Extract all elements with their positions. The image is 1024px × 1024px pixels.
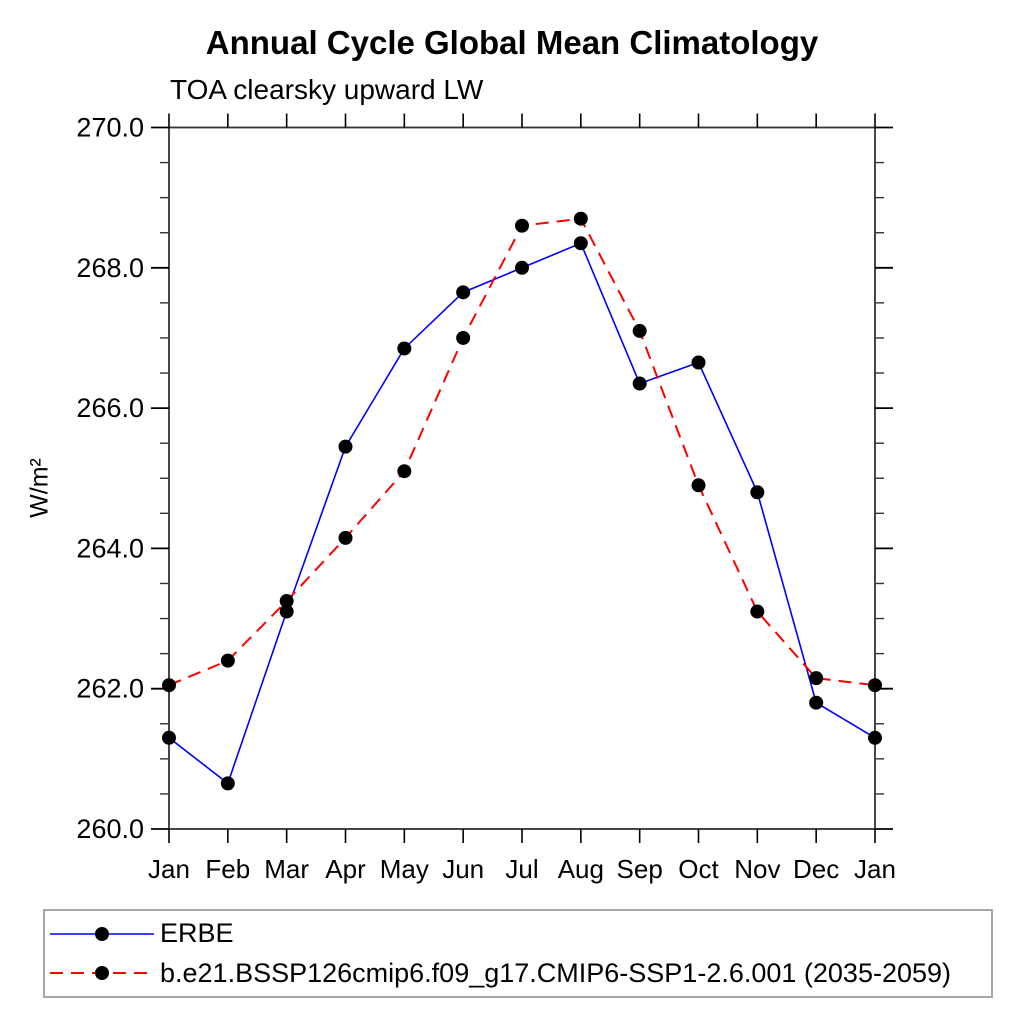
model-line-sample-icon (50, 966, 154, 981)
x-tick-label: Aug (558, 854, 604, 884)
data-point-marker (868, 730, 882, 745)
legend-item-model: b.e21.BSSP126cmip6.f09_g17.CMIP6-SSP1-2.… (45, 954, 991, 992)
data-point-marker (279, 594, 294, 609)
x-tick-label: Oct (678, 854, 719, 884)
x-tick-label: Jan (148, 854, 190, 884)
x-tick-label: Apr (325, 854, 366, 884)
legend-label-erbe: ERBE (160, 918, 234, 949)
data-point-marker (279, 604, 294, 619)
plot-frame (168, 126, 876, 830)
data-point-marker (573, 211, 588, 226)
data-point-marker (868, 678, 882, 693)
data-point-marker (691, 355, 706, 370)
data-point-marker (338, 530, 353, 545)
series-line-erbe (168, 242, 876, 785)
data-point-marker (220, 776, 235, 791)
chart-subtitle: TOA clearsky upward LW (170, 74, 484, 105)
data-point-marker (338, 439, 353, 454)
y-tick-label: 268.0 (76, 253, 144, 283)
x-tick-label: Mar (264, 854, 309, 884)
y-tick-label: 270.0 (76, 113, 144, 143)
y-tick-label: 266.0 (76, 393, 144, 423)
legend-label-model: b.e21.BSSP126cmip6.f09_g17.CMIP6-SSP1-2.… (160, 957, 952, 988)
data-point-marker (809, 695, 824, 710)
y-tick-label: 260.0 (76, 814, 144, 844)
data-point-marker (162, 678, 176, 693)
series-line-model (168, 217, 876, 687)
data-point-marker (397, 464, 412, 479)
data-point-marker (220, 653, 235, 668)
data-point-marker (456, 285, 471, 300)
legend-item-erbe: ERBE (45, 915, 991, 953)
erbe-line-sample-icon (50, 926, 154, 941)
data-point-marker (397, 341, 412, 356)
data-point-marker (809, 671, 824, 686)
legend: ERBE b.e21.BSSP126cmip6.f09_g17.CMIP6-SS… (43, 909, 993, 998)
x-tick-label: May (380, 854, 429, 884)
x-tick-label: Nov (734, 854, 780, 884)
x-tick-label: Dec (793, 854, 839, 884)
legend-sample-marker (95, 926, 109, 941)
chart-title: Annual Cycle Global Mean Climatology (205, 24, 819, 61)
y-tick-label: 262.0 (76, 674, 144, 704)
x-tick-label: Sep (617, 854, 663, 884)
data-point-marker (632, 323, 647, 338)
data-point-marker (691, 478, 706, 493)
x-tick-label: Feb (205, 854, 250, 884)
legend-sample-marker (95, 966, 109, 981)
data-point-marker (515, 260, 529, 275)
data-point-marker (162, 730, 176, 745)
data-point-marker (632, 376, 647, 391)
data-point-marker (515, 218, 529, 233)
data-point-marker (573, 236, 588, 251)
data-point-marker (456, 330, 471, 345)
y-tick-label: 264.0 (76, 533, 144, 563)
x-tick-label: Jun (442, 854, 484, 884)
x-tick-label: Jul (505, 854, 538, 884)
data-point-marker (750, 604, 765, 619)
data-point-marker (750, 485, 765, 500)
x-tick-label: Jan (854, 854, 896, 884)
